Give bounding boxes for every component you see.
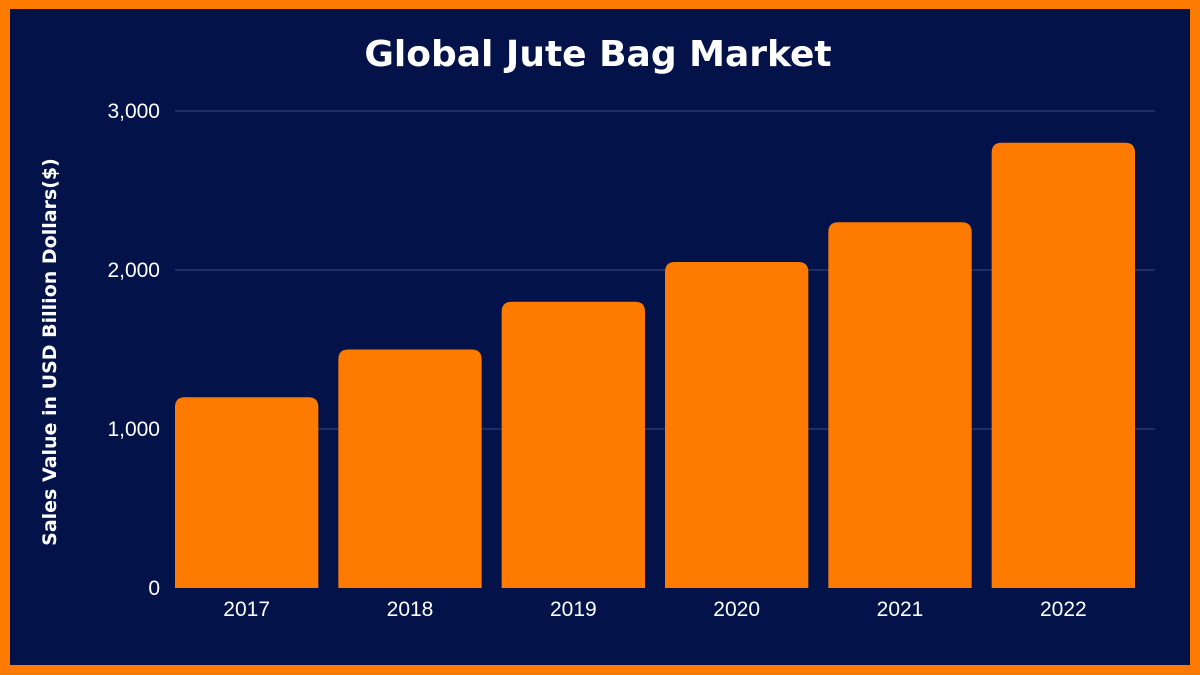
- bar-2018: [338, 349, 482, 588]
- x-tick-label: 2020: [713, 598, 760, 621]
- y-tick-label: 2,000: [107, 259, 160, 282]
- bar-2017: [175, 397, 319, 588]
- x-tick-label: 2019: [550, 598, 597, 621]
- bar-2022: [991, 142, 1135, 589]
- y-tick-label: 0: [148, 577, 160, 600]
- y-tick-label: 3,000: [107, 100, 160, 123]
- chart-title: Global Jute Bag Market: [364, 34, 831, 75]
- x-tick-label: 2018: [387, 598, 434, 621]
- bar-2020: [665, 262, 809, 588]
- x-tick-label: 2022: [1040, 598, 1087, 621]
- x-tick-label: 2017: [223, 598, 270, 621]
- y-tick-label: 1,000: [107, 418, 160, 441]
- x-tick-label: 2021: [877, 598, 924, 621]
- bar-2019: [501, 301, 645, 588]
- x-axis-ticks: 2017 2018 2019 2020 2021 2022: [223, 598, 1086, 621]
- y-axis-ticks: 0 1,000 2,000 3,000: [107, 100, 160, 600]
- bar-2021: [828, 222, 972, 589]
- y-axis-title: Sales Value in USD Billion Dollars($): [39, 158, 61, 546]
- bars: [175, 142, 1135, 589]
